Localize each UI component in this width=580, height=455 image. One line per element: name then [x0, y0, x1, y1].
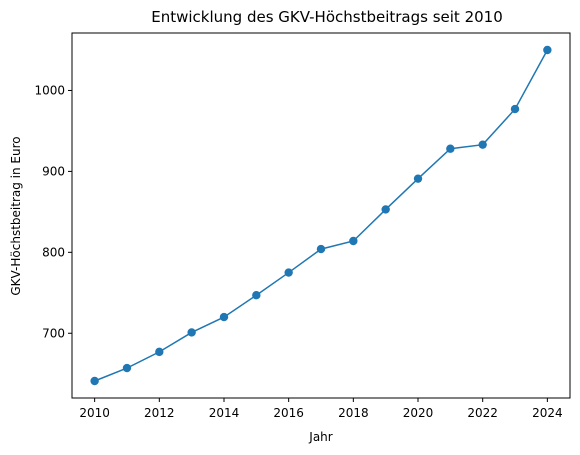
x-tick-label: 2012: [144, 406, 175, 420]
data-point: [381, 205, 390, 214]
data-point: [446, 144, 455, 153]
data-point: [349, 236, 358, 246]
data-point: [316, 244, 326, 254]
series-group: [90, 45, 552, 386]
data-point: [122, 363, 132, 373]
x-tick-label: 2014: [209, 406, 240, 420]
data-point: [90, 376, 99, 386]
x-tick-label: 2020: [403, 406, 434, 420]
x-axis-label: Jahr: [308, 430, 332, 444]
data-point: [219, 312, 229, 322]
y-axis-label: GKV-Höchstbeitrag in Euro: [9, 136, 23, 295]
x-tick-label: 2024: [532, 406, 563, 420]
y-tick-label: 900: [42, 164, 65, 178]
data-point: [543, 45, 552, 55]
data-point: [510, 104, 520, 114]
x-tick-label: 2016: [273, 406, 304, 420]
x-tick-label: 2018: [338, 406, 369, 420]
x-axis-ticks: 2010 2012 2014 2016 2018 2020 2022 2024: [79, 398, 563, 420]
y-tick-label: 1000: [34, 83, 65, 97]
plot-frame: [71, 32, 571, 399]
y-axis-ticks: 700 800 900 1000: [34, 83, 72, 340]
x-tick-label: 2022: [467, 406, 498, 420]
y-tick-label: 800: [42, 245, 65, 259]
data-point: [478, 140, 487, 149]
series-line: [94, 49, 549, 382]
y-tick-label: 700: [42, 326, 65, 340]
x-tick-label: 2010: [79, 406, 110, 420]
data-point: [413, 174, 423, 183]
data-point: [284, 268, 293, 277]
chart-title: Entwicklung des GKV-Höchstbeitrags seit …: [151, 8, 503, 26]
data-point: [155, 347, 164, 357]
data-point: [187, 328, 196, 337]
data-point: [252, 291, 261, 300]
